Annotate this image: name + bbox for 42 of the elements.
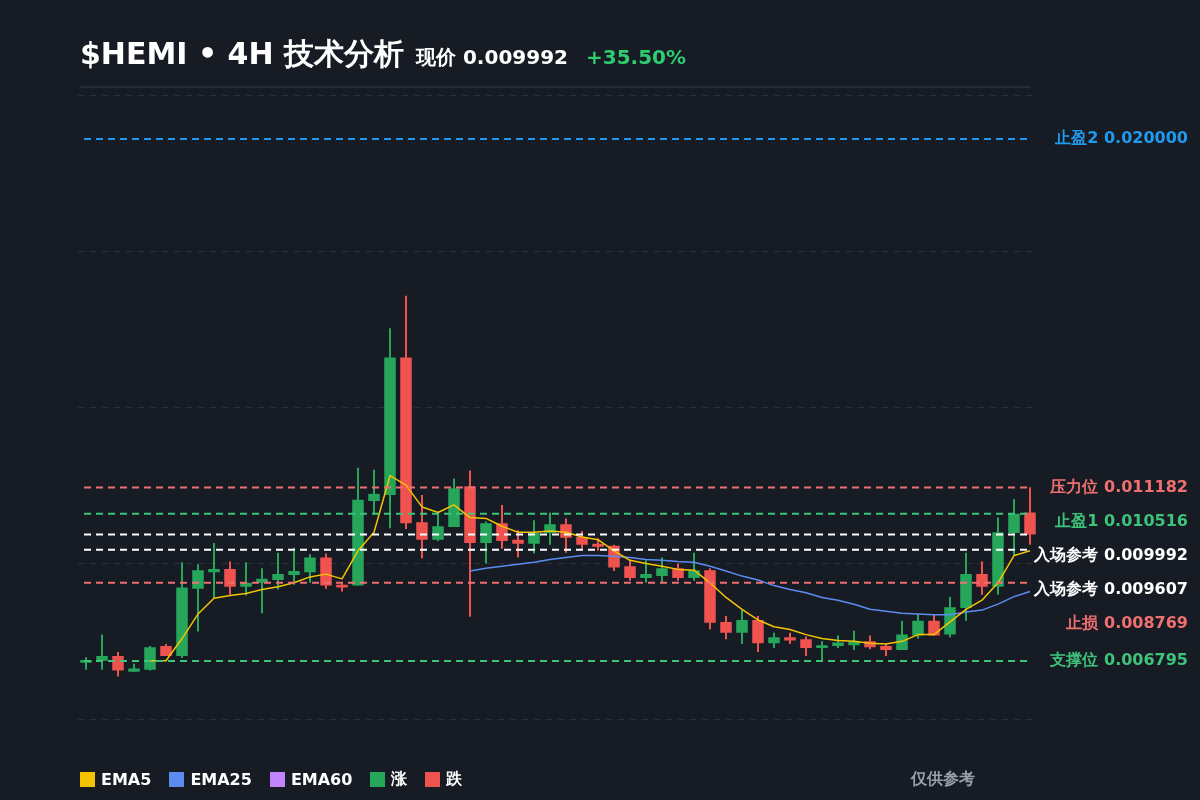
candlestick bbox=[912, 613, 924, 640]
candlestick bbox=[1024, 486, 1036, 546]
candlestick bbox=[800, 635, 812, 657]
candlestick bbox=[96, 633, 108, 671]
ref-line-label: 入场参考 0.009992 bbox=[1033, 544, 1188, 564]
candlestick bbox=[528, 519, 540, 555]
candlestick bbox=[720, 615, 732, 641]
text: 仅供参考 bbox=[911, 769, 975, 790]
candlestick bbox=[208, 541, 220, 600]
ref-line-label: 入场参考 0.009607 bbox=[1033, 578, 1188, 598]
ref-line-label: 止损 0.008769 bbox=[1065, 612, 1188, 632]
legend-label: EMA25 bbox=[190, 770, 252, 789]
candlestick bbox=[192, 563, 204, 633]
ref-line-label: 支撑位 0.006795 bbox=[1049, 650, 1188, 670]
legend-label: 跌 bbox=[446, 769, 463, 790]
candlestick bbox=[416, 494, 428, 560]
candlestick bbox=[736, 608, 748, 646]
candlestick bbox=[272, 551, 284, 591]
candlestick bbox=[224, 560, 236, 596]
text: +35.50% bbox=[585, 45, 687, 69]
candlestick bbox=[288, 546, 300, 586]
candlestick bbox=[752, 615, 764, 653]
candlestick bbox=[976, 560, 988, 596]
candlestick bbox=[816, 640, 828, 662]
candlestick bbox=[1008, 498, 1020, 557]
candlestick bbox=[640, 559, 652, 584]
candlestick bbox=[112, 651, 124, 678]
ref-line-label: 止盈1 0.010516 bbox=[1054, 510, 1188, 530]
legend-label: 涨 bbox=[391, 769, 408, 790]
candlestick bbox=[304, 553, 316, 584]
candlestick bbox=[480, 520, 492, 565]
chart-subtitle: 现价 0.009992 bbox=[415, 44, 568, 71]
legend-label: EMA5 bbox=[101, 770, 152, 789]
ref-line-label: 压力位 0.011182 bbox=[1049, 476, 1188, 496]
legend-label: EMA60 bbox=[290, 770, 353, 789]
candlestick bbox=[656, 556, 668, 584]
candlestick bbox=[144, 645, 156, 672]
candlestick bbox=[368, 468, 380, 516]
ref-line-label: 止盈2 0.020000 bbox=[1054, 128, 1188, 148]
candlestick bbox=[512, 529, 524, 559]
candlestick bbox=[624, 559, 636, 582]
chart-title: $HEMI • 4H 技术分析 bbox=[80, 35, 404, 73]
